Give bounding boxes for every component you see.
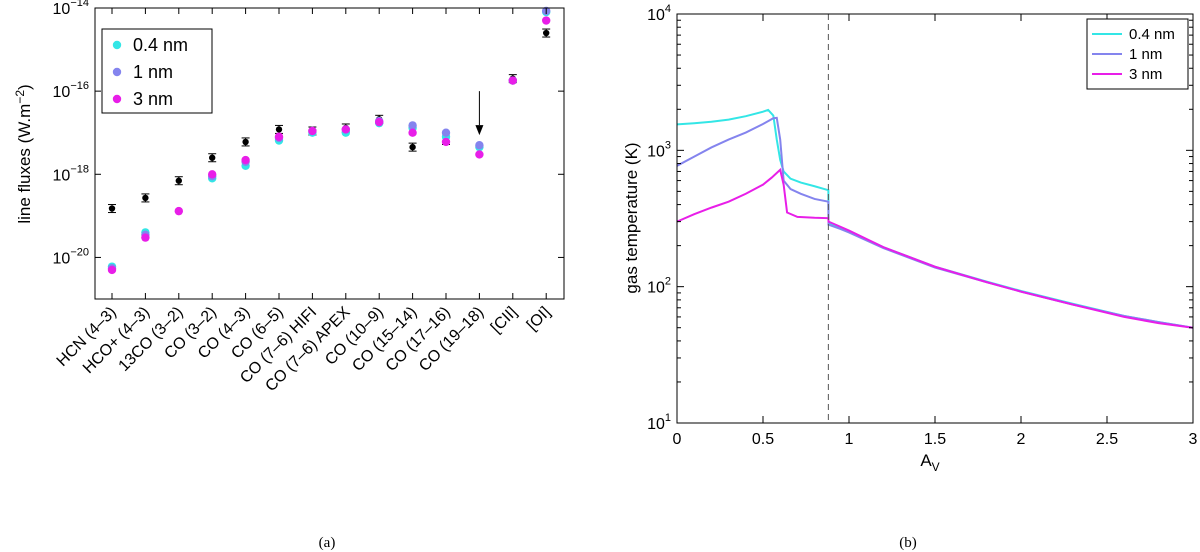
model-point-3-nm <box>375 117 384 127</box>
model-point-3-nm <box>308 126 317 136</box>
observation-point <box>108 205 116 212</box>
model-point-3-nm <box>274 132 284 141</box>
legend-label: 0.4 nm <box>133 35 188 55</box>
panel-b-xtick-label: 3 <box>1189 431 1198 448</box>
legend-label: 0.4 nm <box>1129 26 1175 43</box>
legend-label: 1 nm <box>133 62 173 82</box>
panel-b-xtick-label: 0.5 <box>752 431 774 448</box>
panel-b-xtick-label: 1.5 <box>924 431 946 448</box>
panel-a-ytick-label: 10−14 <box>53 0 89 18</box>
model-point-3-nm <box>542 16 551 25</box>
panel-b-xtick-label: 2 <box>1017 431 1026 448</box>
legend-marker <box>112 94 122 104</box>
legend-label: 3 nm <box>1129 66 1162 83</box>
line-3-nm <box>676 167 1194 329</box>
model-point-3-nm <box>241 155 250 165</box>
panel-a-y-axis-label: line fluxes (W.m−2) <box>13 84 34 223</box>
panel-b-legend: 0.4 nm 1 nm 3 nm <box>1086 18 1189 90</box>
panel-b-xtick-label: 1 <box>845 431 854 448</box>
model-point-3-nm <box>341 125 350 134</box>
model-point-3-nm <box>408 128 417 137</box>
model-point-3-nm <box>208 170 217 179</box>
model-point-3-nm <box>141 233 150 242</box>
panel-a-ytick-label: 10−20 <box>53 246 89 267</box>
observation-point <box>242 138 249 146</box>
panel-b-ytick-label: 103 <box>647 139 671 160</box>
panel-a-ytick-label: 10−16 <box>53 80 89 101</box>
panel-a-frame <box>94 7 565 300</box>
observation-point <box>275 126 283 133</box>
model-point-1-nm <box>441 128 451 137</box>
panel-b-ytick-label: 102 <box>647 276 671 297</box>
line-0p4-nm <box>676 108 1194 329</box>
panel-a-xtick-label: [OI] <box>524 304 554 334</box>
caption-b: (b) <box>899 535 917 551</box>
model-point-3-nm <box>441 137 451 147</box>
line-1-nm <box>676 116 1194 329</box>
model-point-3-nm <box>174 206 183 216</box>
model-point-3-nm <box>475 150 484 159</box>
panel-b-chart: 101 102 103 104 0 0.5 1 1.5 2 2.5 3 gas temperatu… <box>622 3 1198 551</box>
panel-b-xtick-label: 2.5 <box>1096 431 1118 448</box>
panel-b-x-axis-label: AV <box>920 451 939 474</box>
upper-limit-arrow-head <box>475 125 484 136</box>
panel-a-legend: 0.4 nm 1 nm 3 nm <box>101 28 213 114</box>
legend-marker <box>112 67 122 77</box>
legend-label: 3 nm <box>133 89 173 109</box>
model-point-1-nm <box>408 121 417 130</box>
panel-b-ytick-label: 104 <box>647 3 671 24</box>
panel-b-xtick-label: 0 <box>673 431 682 448</box>
legend-marker <box>112 40 122 50</box>
observation-point <box>543 29 550 37</box>
panel-a-ytick-label: 10−18 <box>53 163 89 184</box>
observation-point <box>142 194 149 202</box>
observation-point <box>209 154 216 161</box>
panel-b-ytick-label: 101 <box>647 412 671 433</box>
observation-point <box>409 143 416 151</box>
model-point-3-nm <box>107 265 117 275</box>
panel-b-y-axis-label: gas temperature (K) <box>622 142 641 293</box>
panel-a-xtick-label: [CII] <box>488 304 521 337</box>
caption-a: (a) <box>319 535 336 551</box>
legend-label: 1 nm <box>1129 46 1162 63</box>
observation-point <box>175 177 182 184</box>
model-point-3-nm <box>508 76 517 85</box>
model-point-1-nm <box>475 141 484 150</box>
